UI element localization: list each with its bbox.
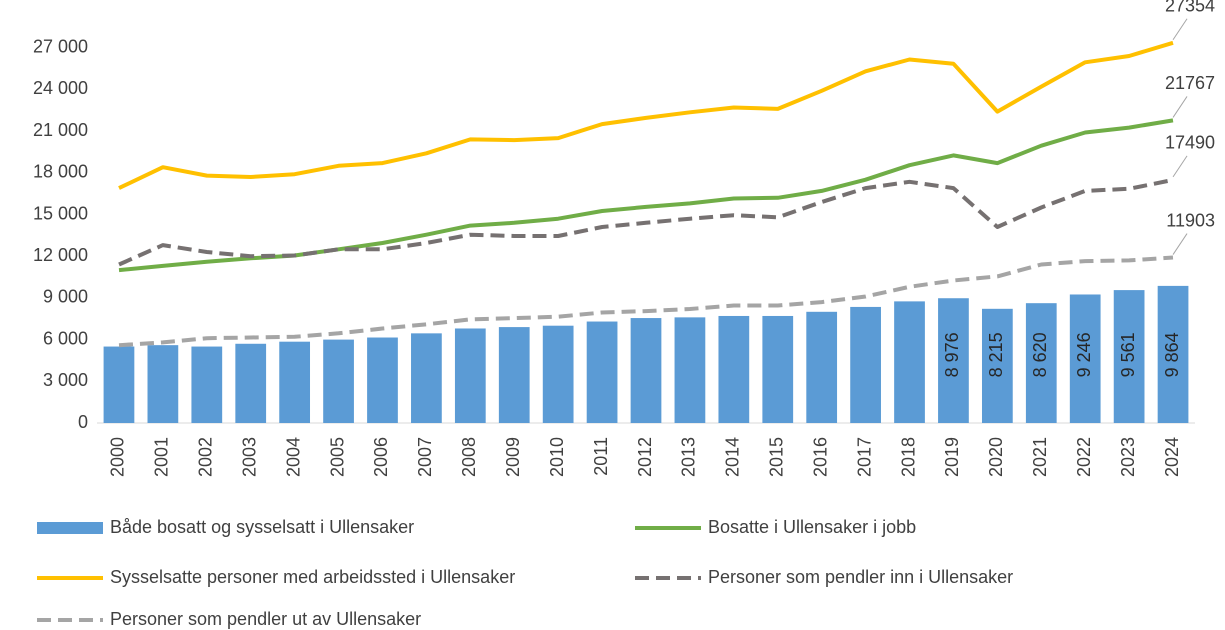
- bar: [191, 346, 223, 423]
- bar: [147, 345, 179, 423]
- legend-label: Sysselsatte personer med arbeidssted i U…: [110, 567, 515, 587]
- bar: [894, 301, 925, 423]
- x-tick-label: 2003: [239, 437, 259, 477]
- legend-label: Bosatte i Ullensaker i jobb: [708, 517, 916, 537]
- legend-label: Personer som pendler ut av Ullensaker: [110, 609, 421, 629]
- end-value-label: 17490: [1165, 133, 1215, 153]
- x-tick-label: 2022: [1074, 437, 1094, 477]
- end-value-label: 27354: [1165, 0, 1215, 16]
- line-series: [118, 118, 1174, 273]
- bar-value-label: 8 215: [986, 332, 1006, 377]
- x-tick-label: 2001: [152, 437, 172, 477]
- bar-value-label: 9 561: [1118, 332, 1138, 377]
- leader-line: [1172, 18, 1188, 41]
- bar: [718, 315, 750, 423]
- y-tick-label: 21 000: [33, 120, 88, 140]
- bar-value-label: 8 976: [942, 332, 962, 377]
- x-tick-label: 2010: [547, 437, 567, 477]
- line-series: [118, 40, 1174, 190]
- x-tick-label: 2012: [635, 437, 655, 477]
- bar: [279, 341, 311, 423]
- bar: [630, 318, 662, 423]
- bar: [1025, 303, 1057, 423]
- x-tick-label: 2004: [283, 437, 303, 477]
- x-tick-label: 2014: [723, 437, 743, 477]
- x-tick-label: 2005: [327, 437, 347, 477]
- x-tick-label: 2019: [942, 437, 962, 477]
- y-tick-label: 9 000: [43, 287, 88, 307]
- x-tick-label: 2002: [196, 437, 216, 477]
- bar: [850, 306, 881, 423]
- leader-line: [1172, 96, 1188, 118]
- y-tick-label: 27 000: [33, 36, 88, 56]
- y-tick-label: 15 000: [33, 203, 88, 223]
- line-series: [118, 255, 1174, 348]
- legend-label: Personer som pendler inn i Ullensaker: [708, 567, 1013, 587]
- x-tick-label: 2016: [810, 437, 830, 477]
- bar: [586, 321, 618, 423]
- x-tick-label: 2023: [1118, 437, 1138, 477]
- leader-line: [1172, 233, 1188, 255]
- bar: [762, 315, 794, 423]
- y-tick-label: 0: [78, 412, 88, 432]
- bar-value-label: 9 864: [1162, 332, 1182, 377]
- y-tick-label: 3 000: [43, 370, 88, 390]
- x-tick-label: 2020: [986, 437, 1006, 477]
- x-tick-label: 2024: [1162, 437, 1182, 477]
- bar: [806, 311, 838, 423]
- bar: [235, 343, 267, 423]
- y-tick-label: 18 000: [33, 162, 88, 182]
- bar: [938, 298, 969, 423]
- bar: [1157, 285, 1189, 423]
- x-tick-label: 2021: [1030, 437, 1050, 477]
- bar: [367, 337, 398, 423]
- legend-swatch: [37, 522, 103, 534]
- bar-value-label: 8 620: [1030, 332, 1050, 377]
- bar: [981, 308, 1013, 423]
- x-tick-label: 2018: [898, 437, 918, 477]
- y-tick-label: 6 000: [43, 328, 88, 348]
- y-tick-label: 12 000: [33, 245, 88, 265]
- bar: [542, 325, 574, 423]
- bar: [454, 328, 486, 423]
- bar: [1113, 290, 1145, 423]
- x-tick-label: 2000: [108, 437, 128, 477]
- x-tick-label: 2017: [854, 437, 874, 477]
- bar: [674, 317, 706, 423]
- bar: [1069, 294, 1101, 423]
- x-tick-label: 2015: [767, 437, 787, 477]
- end-value-label: 11903: [1166, 210, 1215, 230]
- x-tick-label: 2007: [415, 437, 435, 477]
- legend-label: Både bosatt og sysselsatt i Ullensaker: [110, 517, 414, 537]
- x-tick-label: 2011: [591, 437, 611, 476]
- bar: [498, 327, 530, 423]
- leader-line: [1172, 155, 1188, 178]
- bar: [103, 346, 135, 423]
- y-tick-label: 24 000: [33, 78, 88, 98]
- x-tick-label: 2013: [679, 437, 699, 477]
- x-tick-label: 2009: [503, 437, 523, 477]
- x-tick-label: 2008: [459, 437, 479, 477]
- bar: [323, 339, 354, 423]
- line-series: [118, 177, 1174, 267]
- bar-value-label: 9 246: [1074, 332, 1094, 377]
- end-value-label: 21767: [1165, 73, 1215, 93]
- bar: [411, 333, 442, 423]
- x-tick-label: 2006: [371, 437, 391, 477]
